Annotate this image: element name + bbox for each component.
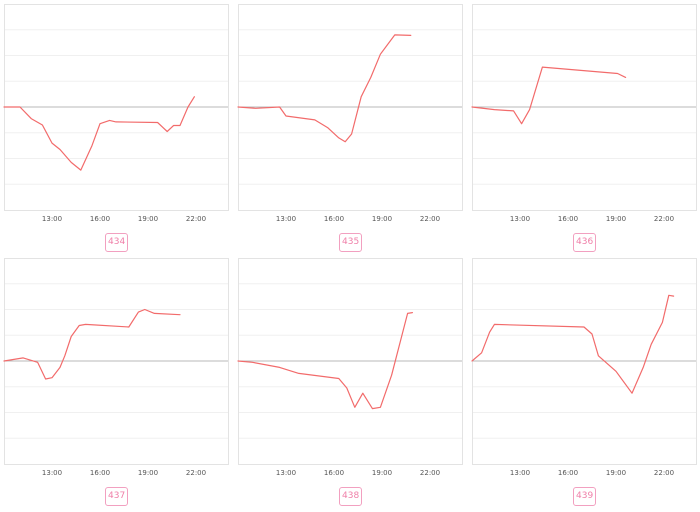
x-tick-label: 16:00 (558, 215, 578, 223)
x-tick-label: 19:00 (138, 469, 158, 477)
series-line (471, 66, 627, 125)
chart-svg: 13:00 16:00 19:00 22:00 (471, 258, 697, 477)
x-tick-label: 22:00 (654, 469, 674, 477)
chart-svg: 13:00 16:00 19:00 22:00 (3, 4, 229, 223)
chart-panel-436: 13:00 16:00 19:00 22:00 436 (471, 4, 700, 258)
chart-svg: 13:00 16:00 19:00 22:00 (471, 4, 697, 223)
chart-panel-437: 13:00 16:00 19:00 22:00 437 (3, 258, 240, 512)
chart-id-badge[interactable]: 437 (105, 487, 129, 506)
x-tick-label: 19:00 (372, 215, 392, 223)
x-tick-label: 22:00 (186, 215, 206, 223)
chart-panel-439: 13:00 16:00 19:00 22:00 439 (471, 258, 700, 512)
x-tick-label: 13:00 (510, 215, 530, 223)
chart-id-badge[interactable]: 434 (105, 233, 129, 252)
x-tick-label: 13:00 (510, 469, 530, 477)
x-tick-label: 13:00 (276, 469, 296, 477)
x-tick-label: 19:00 (606, 215, 626, 223)
chart-svg: 13:00 16:00 19:00 22:00 (3, 258, 229, 477)
x-tick-label: 19:00 (372, 469, 392, 477)
x-tick-label: 13:00 (42, 469, 62, 477)
series-line (237, 311, 413, 410)
chart-panel-438: 13:00 16:00 19:00 22:00 438 (237, 258, 474, 512)
chart-panel-434: 13:00 16:00 19:00 22:00 434 (3, 4, 240, 258)
x-tick-label: 16:00 (90, 215, 110, 223)
chart-id-badge[interactable]: 439 (573, 487, 597, 506)
chart-svg: 13:00 16:00 19:00 22:00 (237, 4, 463, 223)
x-tick-label: 22:00 (420, 469, 440, 477)
chart-id-badge[interactable]: 438 (339, 487, 363, 506)
x-tick-label: 13:00 (276, 215, 296, 223)
chart-svg: 13:00 16:00 19:00 22:00 (237, 258, 463, 477)
x-tick-label: 22:00 (654, 215, 674, 223)
series-line (3, 96, 195, 171)
series-line (3, 308, 181, 380)
x-tick-label: 19:00 (606, 469, 626, 477)
x-tick-label: 19:00 (138, 215, 158, 223)
chart-id-badge[interactable]: 435 (339, 233, 363, 252)
x-tick-label: 13:00 (42, 215, 62, 223)
x-tick-label: 16:00 (324, 215, 344, 223)
chart-panel-435: 13:00 16:00 19:00 22:00 435 (237, 4, 474, 258)
series-line (237, 34, 412, 143)
x-tick-label: 16:00 (558, 469, 578, 477)
x-tick-label: 22:00 (186, 469, 206, 477)
x-tick-label: 22:00 (420, 215, 440, 223)
series-line (471, 294, 675, 394)
x-tick-label: 16:00 (324, 469, 344, 477)
x-tick-label: 16:00 (90, 469, 110, 477)
chart-id-badge[interactable]: 436 (573, 233, 597, 252)
